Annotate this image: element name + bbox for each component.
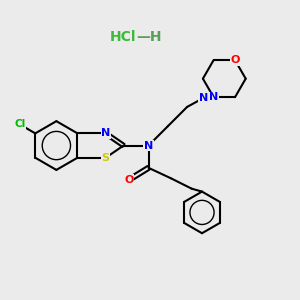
Text: N: N xyxy=(209,92,218,102)
Text: Cl: Cl xyxy=(14,119,26,129)
Text: N: N xyxy=(199,93,208,103)
Text: —H: —H xyxy=(136,30,161,44)
Text: N: N xyxy=(144,140,153,151)
Text: O: O xyxy=(124,175,134,185)
Text: N: N xyxy=(101,128,110,138)
Text: S: S xyxy=(102,153,110,163)
Text: HCl: HCl xyxy=(110,30,136,44)
Text: O: O xyxy=(230,55,240,65)
